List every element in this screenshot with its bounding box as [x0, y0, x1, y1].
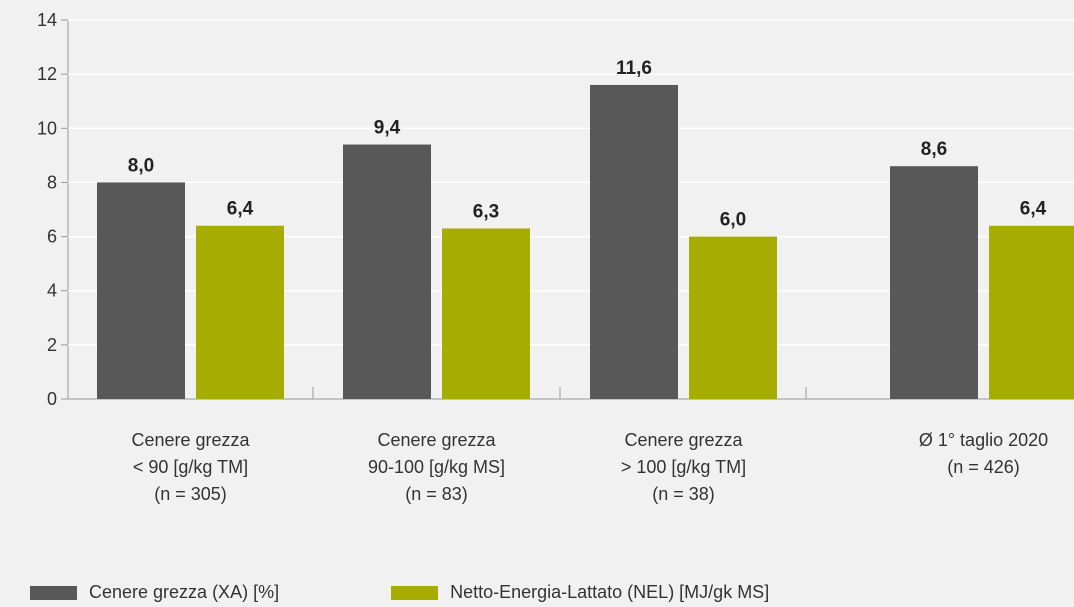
- data-label: 6,4: [1020, 199, 1047, 220]
- bar-series-2: [196, 225, 284, 399]
- category-label: Ø 1° taglio 2020 (n = 426): [864, 427, 1074, 481]
- y-tick-label: 0: [47, 389, 57, 409]
- bar-series-1: [890, 166, 978, 399]
- category-label-line: (n = 83): [405, 484, 468, 504]
- legend-label-series-2: Netto-Energia-Lattato (NEL) [MJ/gk MS]: [450, 582, 770, 602]
- data-label: 9,4: [374, 118, 401, 139]
- y-tick-label: 2: [47, 335, 57, 355]
- data-label: 6,3: [473, 201, 499, 222]
- category-label-line: > 100 [g/kg TM]: [620, 457, 747, 477]
- y-tick-label: 6: [47, 227, 57, 247]
- y-tick-label: 4: [47, 281, 57, 301]
- y-tick-label: 10: [37, 118, 57, 138]
- data-label: 8,6: [921, 139, 947, 160]
- category-label-line: Cenere grezza: [131, 430, 250, 450]
- legend: Cenere grezza (XA) [%] Netto-Energia-Lat…: [30, 582, 769, 603]
- category-label-line: 90-100 [g/kg MS]: [367, 457, 506, 477]
- data-label: 6,0: [720, 210, 746, 231]
- category-label: Cenere grezza < 90 [g/kg TM] (n = 305): [71, 427, 311, 508]
- category-label-line: Ø 1° taglio 2020: [918, 430, 1049, 450]
- legend-swatch-series-2: [391, 585, 439, 600]
- bar-series-2: [689, 236, 777, 399]
- category-label-line: (n = 38): [652, 484, 715, 504]
- legend-item-series-2: Netto-Energia-Lattato (NEL) [MJ/gk MS]: [391, 582, 769, 603]
- category-label-line: (n = 305): [154, 484, 227, 504]
- category-label-line: < 90 [g/kg TM]: [132, 457, 249, 477]
- bar-series-2: [442, 228, 530, 399]
- legend-swatch-series-1: [30, 585, 77, 600]
- data-label: 8,0: [128, 155, 154, 176]
- category-label-line: Cenere grezza: [377, 430, 496, 450]
- bar-series-2: [989, 225, 1074, 399]
- legend-item-series-1: Cenere grezza (XA) [%]: [30, 582, 279, 603]
- bar-series-1: [97, 182, 185, 399]
- y-tick-label: 12: [37, 64, 57, 84]
- legend-label-series-1: Cenere grezza (XA) [%]: [89, 582, 280, 602]
- category-label: Cenere grezza > 100 [g/kg TM] (n = 38): [564, 427, 804, 508]
- data-label: 11,6: [616, 58, 652, 79]
- y-tick-label: 8: [47, 172, 57, 192]
- category-label: Cenere grezza 90-100 [g/kg MS] (n = 83): [317, 427, 557, 508]
- data-label: 6,4: [227, 199, 254, 220]
- category-label-line: (n = 426): [947, 457, 1020, 477]
- y-tick-label: 14: [37, 10, 57, 30]
- bar-series-1: [343, 144, 431, 399]
- bar-series-1: [590, 84, 678, 399]
- category-label-line: Cenere grezza: [624, 430, 743, 450]
